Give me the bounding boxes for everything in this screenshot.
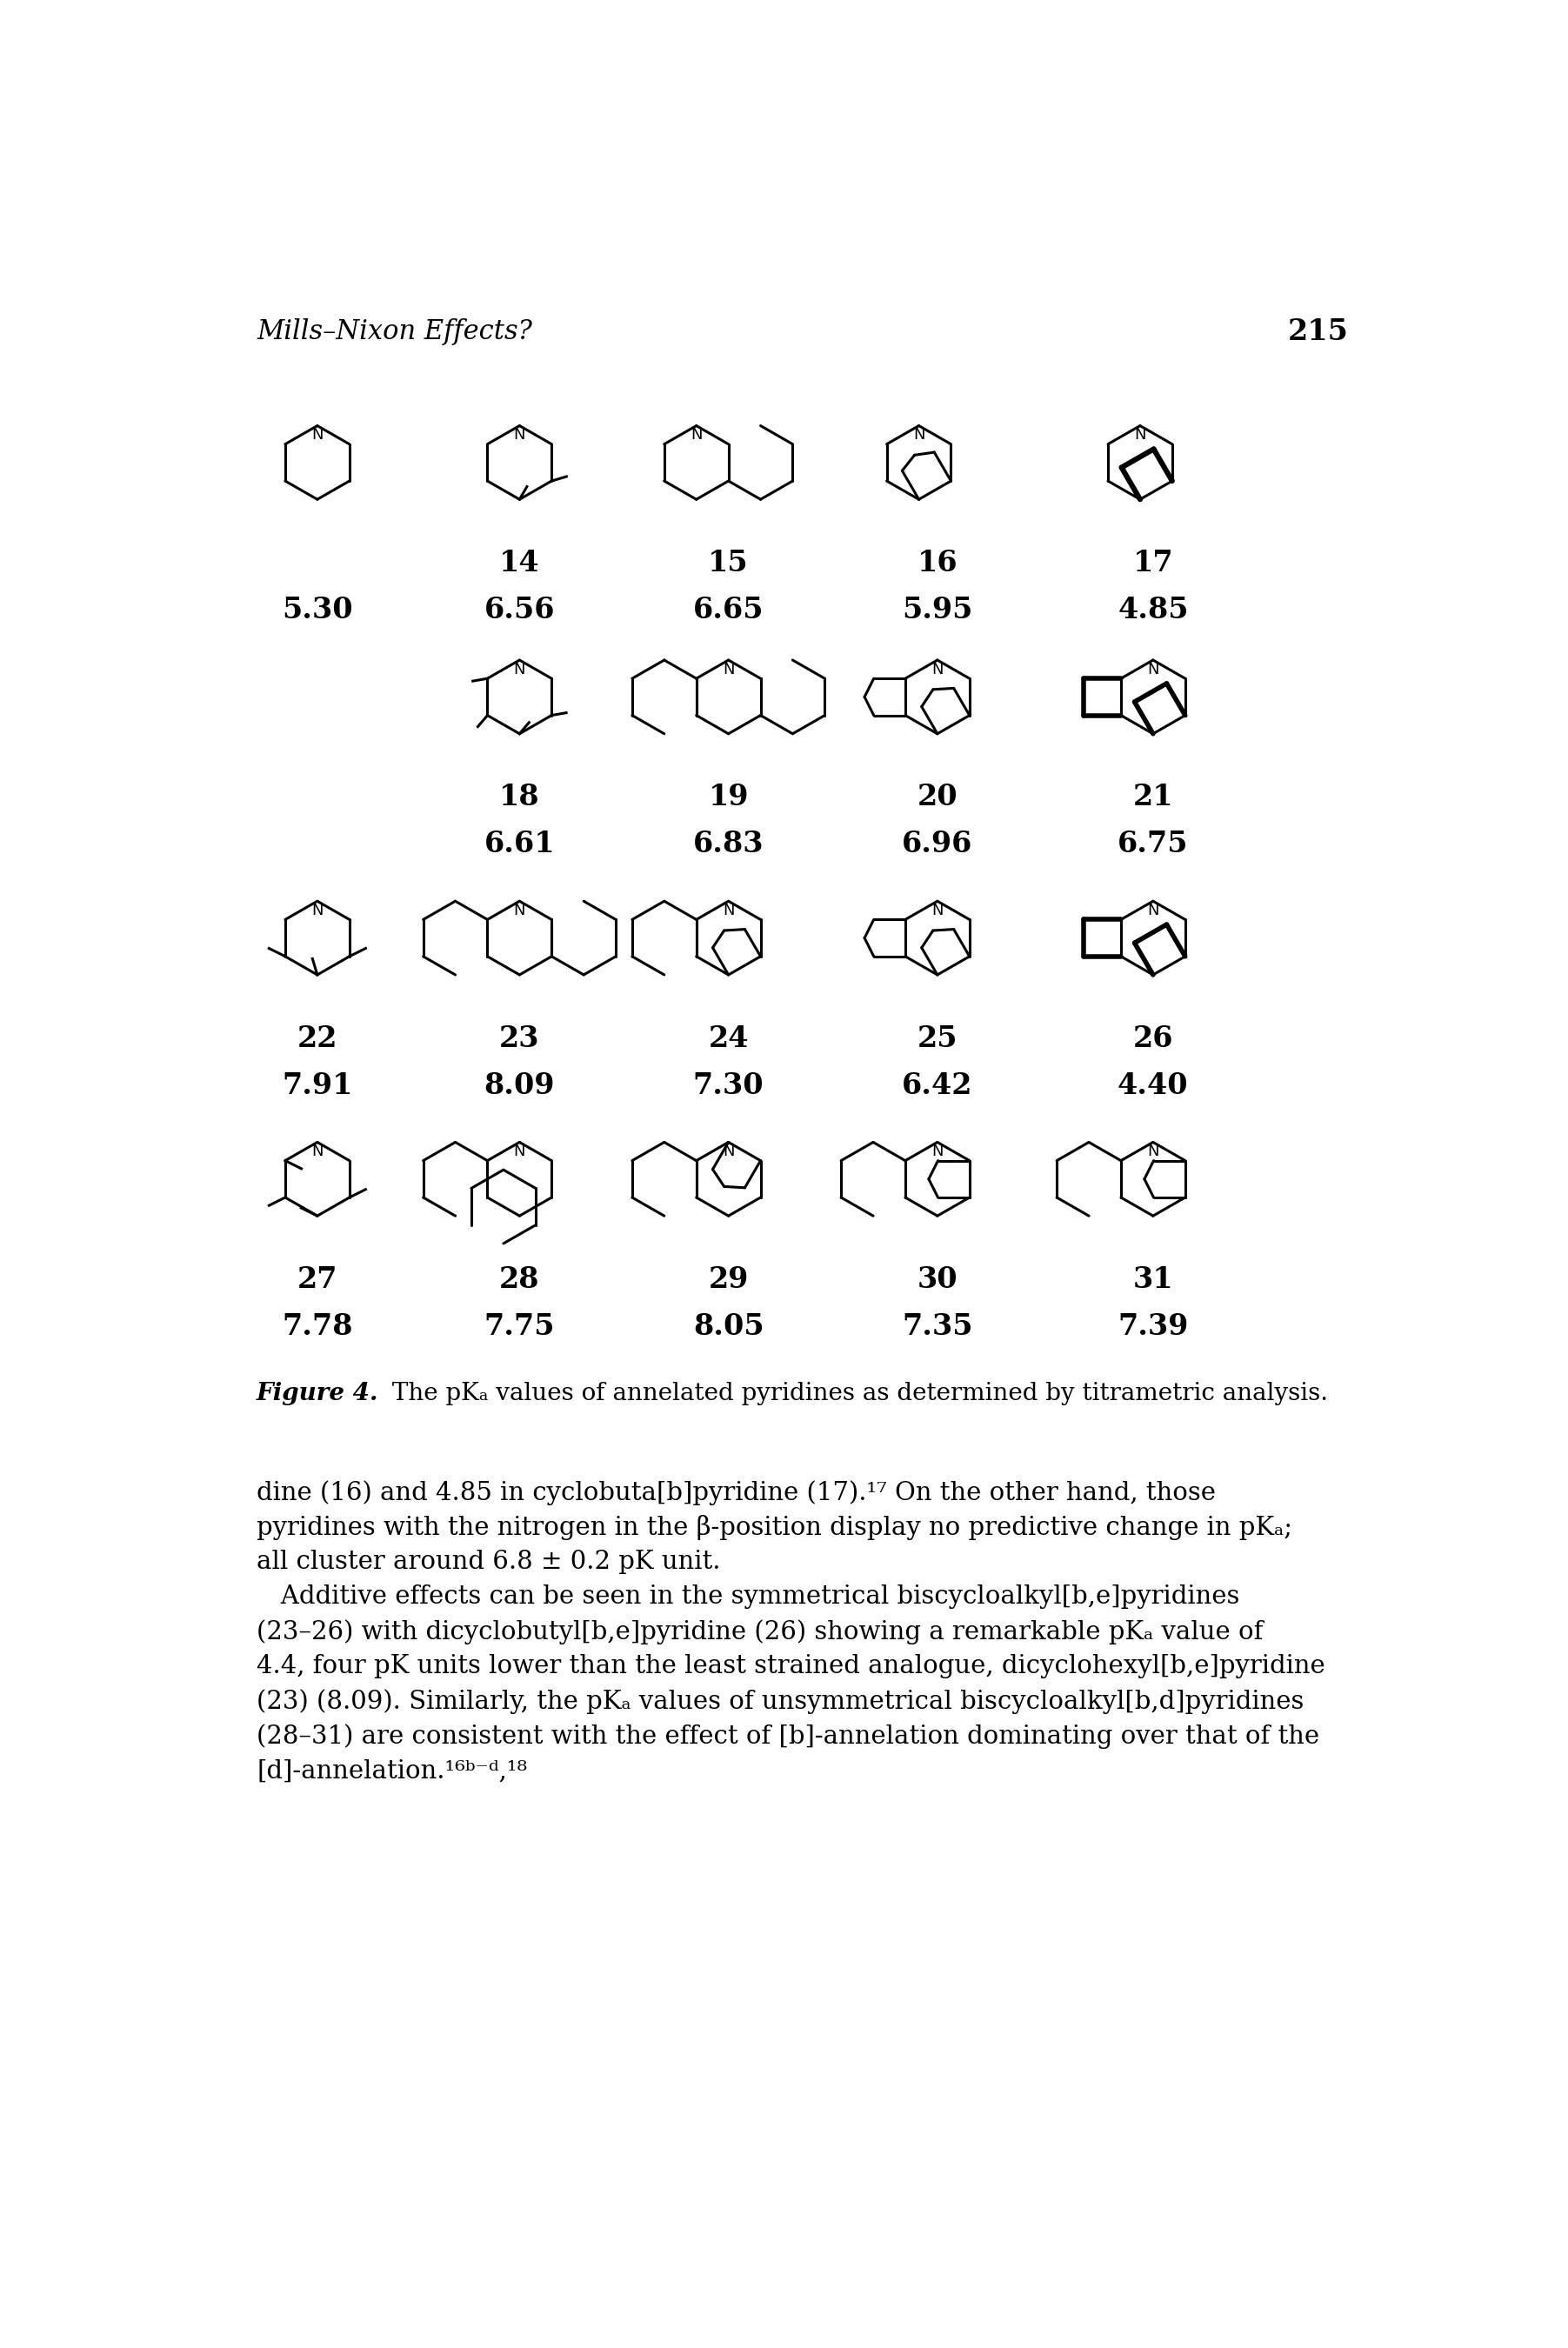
Text: The pKₐ values of annelated pyridines as determined by titrametric analysis.: The pKₐ values of annelated pyridines as… [384,1381,1328,1404]
Text: N: N [931,662,944,676]
Text: all cluster around 6.8 ± 0.2 pK unit.: all cluster around 6.8 ± 0.2 pK unit. [257,1550,721,1576]
Text: 7.75: 7.75 [485,1313,555,1341]
Text: 6.65: 6.65 [693,596,764,625]
Text: dine (16) and 4.85 in cyclobuta[b]pyridine (17).¹⁷ On the other hand, those: dine (16) and 4.85 in cyclobuta[b]pyridi… [257,1479,1215,1505]
Text: (28–31) are consistent with the effect of [b]-annelation dominating over that of: (28–31) are consistent with the effect o… [257,1723,1320,1749]
Text: N: N [514,427,525,444]
Text: N: N [514,1143,525,1160]
Text: N: N [931,902,944,918]
Text: 7.39: 7.39 [1118,1313,1189,1341]
Text: pyridines with the nitrogen in the β-position display no predictive change in pK: pyridines with the nitrogen in the β-pos… [257,1514,1292,1540]
Text: N: N [1148,662,1159,676]
Text: N: N [1148,1143,1159,1160]
Text: N: N [312,427,323,444]
Text: 6.83: 6.83 [693,829,764,859]
Text: 17: 17 [1132,549,1173,578]
Text: 26: 26 [1132,1024,1173,1052]
Text: 215: 215 [1287,317,1348,348]
Text: N: N [913,427,925,444]
Text: 28: 28 [499,1266,539,1294]
Text: 4.4, four pK units lower than the least strained analogue, dicyclohexyl[b,e]pyri: 4.4, four pK units lower than the least … [257,1655,1325,1679]
Text: Figure 4.: Figure 4. [257,1381,379,1404]
Text: N: N [514,662,525,676]
Text: 6.56: 6.56 [485,596,555,625]
Text: 6.61: 6.61 [485,829,555,859]
Text: 29: 29 [709,1266,748,1294]
Text: [d]-annelation.¹⁶ᵇ⁻ᵈ,¹⁸: [d]-annelation.¹⁶ᵇ⁻ᵈ,¹⁸ [257,1759,527,1782]
Text: 24: 24 [709,1024,748,1052]
Text: 20: 20 [917,782,958,812]
Text: 21: 21 [1132,782,1173,812]
Text: 30: 30 [917,1266,958,1294]
Text: N: N [1148,902,1159,918]
Text: 8.05: 8.05 [693,1313,764,1341]
Text: 4.40: 4.40 [1118,1071,1189,1099]
Text: N: N [1134,427,1146,444]
Text: 6.42: 6.42 [902,1071,972,1099]
Text: N: N [723,902,734,918]
Text: 7.35: 7.35 [902,1313,972,1341]
Text: N: N [312,1143,323,1160]
Text: 4.85: 4.85 [1118,596,1189,625]
Text: N: N [931,1143,944,1160]
Text: 5.30: 5.30 [282,596,353,625]
Text: 31: 31 [1132,1266,1173,1294]
Text: N: N [723,662,734,676]
Text: N: N [723,1143,734,1160]
Text: 18: 18 [499,782,539,812]
Text: 19: 19 [709,782,748,812]
Text: (23) (8.09). Similarly, the pKₐ values of unsymmetrical biscycloalkyl[b,d]pyridi: (23) (8.09). Similarly, the pKₐ values o… [257,1688,1305,1714]
Text: N: N [312,902,323,918]
Text: N: N [514,902,525,918]
Text: Mills–Nixon Effects?: Mills–Nixon Effects? [257,319,533,345]
Text: 6.75: 6.75 [1118,829,1189,859]
Text: 7.91: 7.91 [282,1071,353,1099]
Text: (23–26) with dicyclobutyl[b,e]pyridine (26) showing a remarkable pKₐ value of: (23–26) with dicyclobutyl[b,e]pyridine (… [257,1620,1264,1644]
Text: 6.96: 6.96 [902,829,972,859]
Text: 23: 23 [499,1024,539,1052]
Text: 25: 25 [917,1024,958,1052]
Text: Additive effects can be seen in the symmetrical biscycloalkyl[b,e]pyridines: Additive effects can be seen in the symm… [257,1585,1240,1608]
Text: 14: 14 [499,549,539,578]
Text: N: N [690,427,702,444]
Text: 15: 15 [709,549,750,578]
Text: 27: 27 [296,1266,337,1294]
Text: 7.30: 7.30 [693,1071,764,1099]
Text: 7.78: 7.78 [282,1313,353,1341]
Text: 8.09: 8.09 [485,1071,555,1099]
Text: 16: 16 [917,549,958,578]
Text: 22: 22 [296,1024,337,1052]
Text: 5.95: 5.95 [902,596,972,625]
